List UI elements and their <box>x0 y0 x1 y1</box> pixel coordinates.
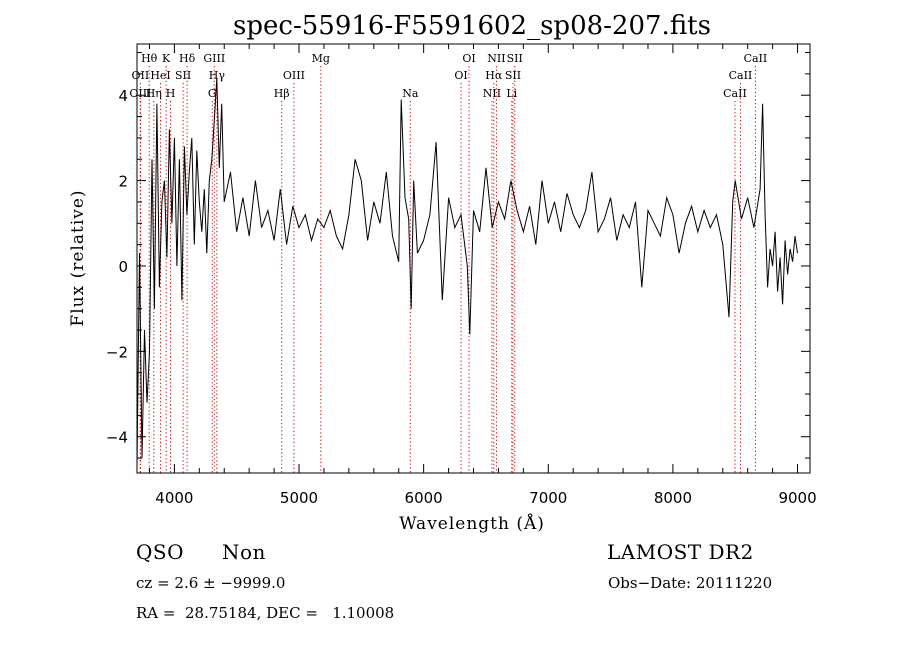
marker-label: NII <box>487 52 505 65</box>
marker-label: Hθ <box>141 52 158 65</box>
marker-label: OIII <box>129 87 151 100</box>
marker-label: Hα <box>485 69 503 82</box>
y-tick-label: −2 <box>106 343 128 361</box>
x-axis: 4000 5000 6000 7000 8000 9000 <box>148 44 817 507</box>
y-tick-label: −4 <box>106 429 128 447</box>
x-tick-label: 9000 <box>778 489 816 507</box>
y-tick-label: 0 <box>118 258 128 276</box>
marker-label: SII <box>175 69 191 82</box>
marker-label: H <box>166 87 176 100</box>
marker-label: K <box>162 52 171 65</box>
y-tick-label: 4 <box>118 87 128 105</box>
object-class: QSO <box>136 540 184 564</box>
marker-label: Hβ <box>274 87 290 100</box>
y-axis: −4 −2 0 2 4 <box>106 52 810 459</box>
coordinates-text: RA = 28.75184, DEC = 1.10008 <box>136 604 395 622</box>
survey-label: LAMOST DR2 <box>607 540 754 564</box>
marker-label: Li <box>506 87 517 100</box>
marker-label: CaII <box>729 69 753 82</box>
marker-label: OII <box>132 69 150 82</box>
x-tick-label: 4000 <box>155 489 193 507</box>
marker-label: Hη <box>146 87 162 100</box>
y-axis-label: Flux (relative) <box>68 189 88 326</box>
x-tick-label: 6000 <box>405 489 443 507</box>
plot-frame <box>136 43 811 474</box>
marker-label: HeI <box>150 69 170 82</box>
marker-label: CaII <box>723 87 747 100</box>
obs-date: Obs−Date: 20111220 <box>608 574 773 592</box>
marker-label: Mg <box>312 52 330 65</box>
marker-label: SII <box>507 52 523 65</box>
y-tick-label: 2 <box>118 173 128 191</box>
object-subclass: Non <box>222 540 266 564</box>
spectrum-line <box>136 78 798 467</box>
chart-title: spec-55916-F5591602_sp08-207.fits <box>233 11 711 41</box>
marker-label: G <box>208 87 217 100</box>
marker-label: Hδ <box>179 52 196 65</box>
x-tick-label: 7000 <box>529 489 567 507</box>
marker-label: Na <box>402 87 419 100</box>
marker-label: Hγ <box>209 69 226 82</box>
marker-label: GIII <box>203 52 225 65</box>
marker-label: OI <box>454 69 467 82</box>
marker-label: NII <box>483 87 501 100</box>
marker-label: OI <box>462 52 475 65</box>
marker-label: CaII <box>744 52 768 65</box>
redshift-text: cz = 2.6 ± −9999.0 <box>136 574 286 592</box>
marker-label: SII <box>505 69 521 82</box>
x-axis-label: Wavelength (Å) <box>399 513 545 534</box>
x-tick-label: 5000 <box>280 489 318 507</box>
x-tick-label: 8000 <box>654 489 692 507</box>
marker-label: OIII <box>283 69 305 82</box>
